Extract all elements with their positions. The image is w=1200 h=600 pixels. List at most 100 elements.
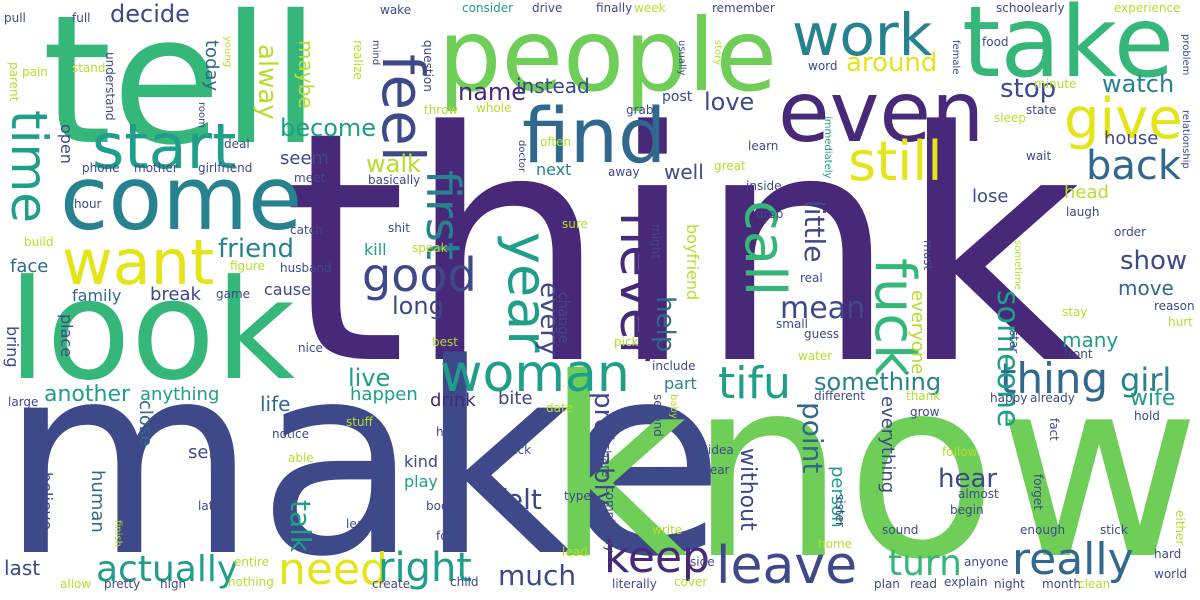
word: send [188, 442, 232, 463]
word: sure [562, 217, 588, 231]
word: almost [958, 487, 999, 501]
word: remember [712, 1, 775, 15]
word: water [798, 349, 833, 363]
word: call [732, 200, 797, 297]
word: reason [1154, 299, 1195, 313]
word: realize [351, 40, 365, 80]
word: move [1118, 276, 1174, 300]
word: drive [532, 1, 563, 15]
word: good [362, 248, 477, 302]
word: sometime [1012, 240, 1023, 290]
word: point [796, 402, 829, 474]
word: hear [938, 464, 998, 494]
word: home [818, 537, 853, 551]
word: thing [1000, 354, 1109, 403]
word: human [87, 470, 108, 533]
word: fuck [862, 258, 927, 377]
word: find [522, 91, 667, 180]
word: side [690, 555, 715, 569]
word: stop [1000, 74, 1057, 104]
word: lose [972, 186, 1009, 207]
word: front [1064, 347, 1093, 361]
word: tifu [718, 358, 791, 409]
word: decide [110, 0, 190, 28]
word: another [44, 382, 131, 407]
word: wait [1026, 149, 1052, 163]
word: type [564, 489, 591, 503]
word: pick [614, 335, 639, 349]
word: family [72, 286, 122, 305]
word: understand [103, 52, 117, 121]
word: finish [112, 520, 123, 547]
word: thank [906, 389, 941, 403]
word: high [160, 577, 187, 591]
word: stuff [346, 415, 373, 429]
word: well [664, 160, 704, 184]
word: must [921, 240, 935, 271]
word: give [1064, 87, 1183, 152]
word: order [1114, 225, 1146, 239]
word: allow [60, 577, 92, 591]
word: able [288, 451, 314, 465]
word: small [776, 317, 808, 331]
word: meet [294, 171, 326, 185]
word: guess [804, 327, 840, 341]
word: place [57, 314, 76, 358]
word: want [62, 226, 215, 299]
word: grow [910, 405, 940, 419]
word: laugh [1066, 205, 1100, 219]
word: tell [42, 0, 321, 184]
word: begin [950, 503, 984, 517]
word: someone [990, 290, 1025, 428]
word: notice [272, 427, 309, 441]
word: make [0, 308, 725, 600]
word: minute [1034, 77, 1077, 91]
word: large [8, 395, 39, 409]
word: boyfriend [683, 224, 702, 301]
word: cause [264, 280, 311, 299]
word: actually [96, 549, 239, 590]
word: love [704, 88, 755, 116]
word: wife [1130, 386, 1176, 411]
word: wear [700, 463, 730, 477]
word: often [540, 135, 572, 149]
word: open [57, 124, 76, 164]
word: sound [882, 523, 919, 537]
word: feel [369, 54, 437, 162]
word: hand [436, 425, 467, 439]
word: live [348, 364, 391, 392]
word: phone [82, 161, 120, 175]
word: date [546, 401, 574, 415]
word: shit [388, 221, 410, 235]
word: usually [676, 40, 687, 76]
word: catch [290, 223, 323, 237]
word: even [778, 63, 985, 161]
word: schoolearly [996, 1, 1065, 15]
word: great [714, 159, 746, 173]
word: husband [280, 261, 332, 275]
word: build [24, 235, 54, 249]
word: girl [1120, 361, 1172, 399]
word: write [652, 523, 683, 537]
word: happy [990, 391, 1028, 405]
word: food [982, 35, 1009, 49]
word: month [1042, 577, 1081, 591]
word: bite [498, 388, 533, 409]
word: force [436, 529, 467, 543]
word: take [962, 0, 1175, 100]
word: believe [37, 472, 56, 531]
word: explain [944, 575, 988, 589]
word: walk [366, 150, 421, 178]
word: read [910, 577, 938, 591]
word: story [712, 40, 723, 66]
word: person [827, 466, 848, 528]
word: forget [1031, 474, 1045, 510]
word: check [496, 443, 532, 457]
word: fact [1047, 418, 1061, 441]
word: turn [888, 543, 962, 584]
word: without [735, 448, 760, 531]
word: woman [440, 344, 630, 404]
word: become [280, 114, 377, 142]
word: best [432, 335, 458, 349]
word: never [608, 212, 668, 362]
